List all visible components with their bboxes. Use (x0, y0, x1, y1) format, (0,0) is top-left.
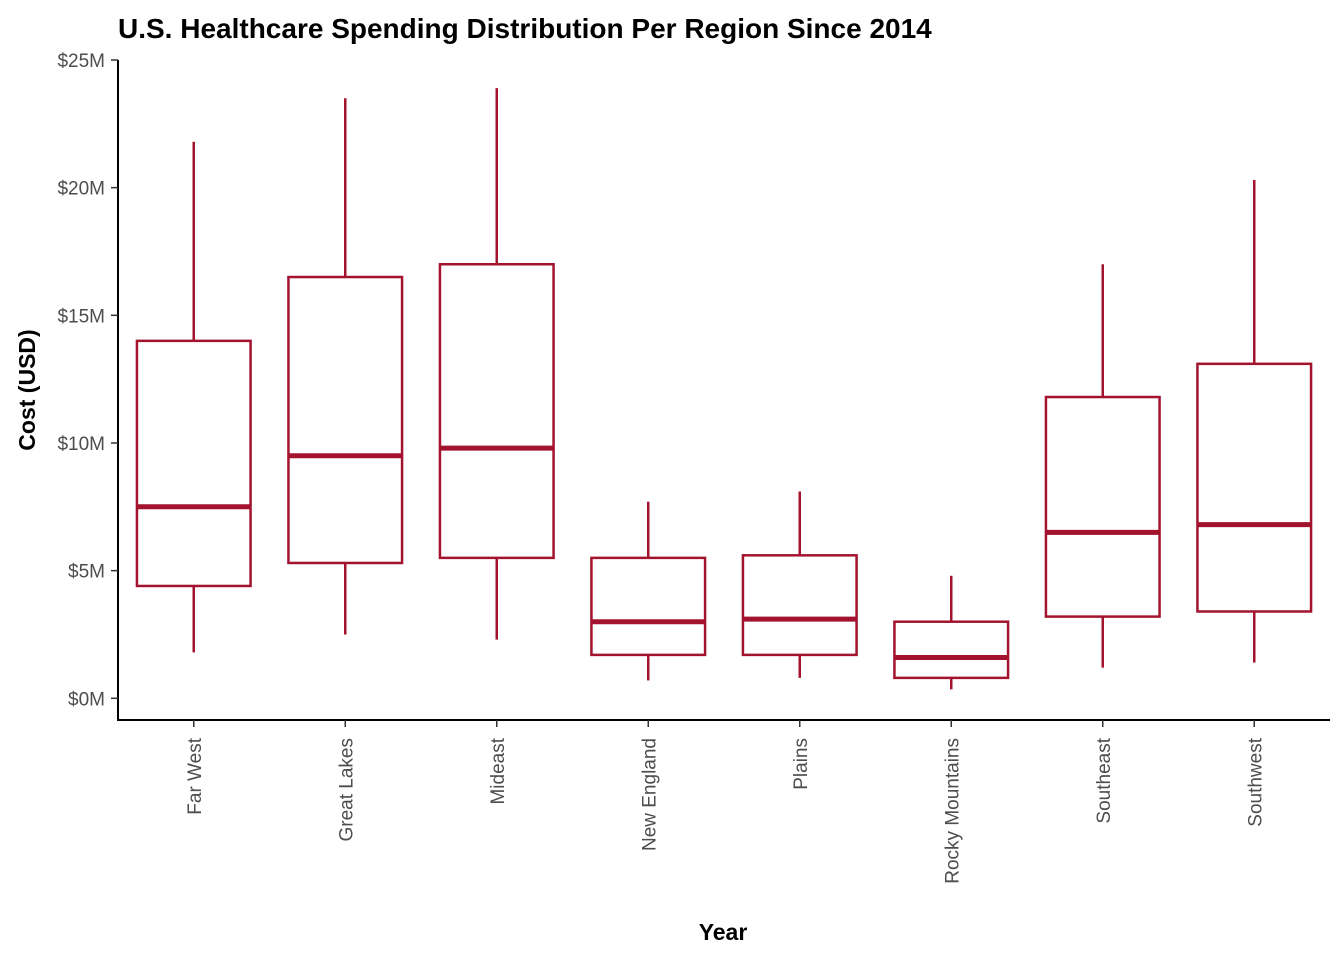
box-southwest (1196, 180, 1313, 663)
y-tick-label: $5M (68, 562, 105, 583)
x-tick-label: Great Lakes (336, 738, 357, 842)
box-new-england (590, 501, 707, 681)
x-tick-label: New England (639, 738, 660, 851)
y-tick-label: $10M (57, 434, 105, 455)
y-tick-label: $25M (57, 51, 105, 72)
x-tick-label: Southeast (1094, 737, 1115, 823)
box-series (135, 88, 1313, 690)
box-rocky-mountains (893, 575, 1010, 690)
x-tick-label: Rocky Mountains (942, 738, 963, 884)
iqr-box (1044, 395, 1161, 618)
iqr-box (590, 556, 707, 657)
box-far-west (135, 141, 252, 653)
x-axis-ticks: Far West Great Lakes Mideast New England Pla… (185, 720, 1266, 884)
x-tick-label: Southwest (1245, 737, 1266, 826)
x-axis-title: Year (699, 919, 748, 945)
box-southeast (1044, 264, 1161, 668)
y-tick-label: $0M (68, 689, 105, 710)
x-tick-label: Far West (185, 737, 206, 814)
iqr-box (135, 339, 252, 588)
iqr-box (438, 263, 555, 560)
y-axis-title: Cost (USD) (14, 329, 40, 450)
chart-title: U.S. Healthcare Spending Distribution Pe… (118, 13, 932, 44)
box-great-lakes (287, 98, 404, 635)
iqr-box (893, 620, 1010, 680)
iqr-box (287, 275, 404, 565)
box-mideast (438, 88, 555, 640)
y-tick-label: $20M (57, 179, 105, 200)
x-tick-label: Mideast (488, 737, 509, 804)
box-plains (741, 491, 858, 678)
y-axis-ticks: $0M $5M $10M $15M $20M $25M (57, 51, 118, 710)
y-tick-label: $15M (57, 306, 105, 327)
iqr-box (741, 554, 858, 657)
iqr-box (1196, 362, 1313, 613)
x-tick-label: Plains (791, 738, 812, 790)
